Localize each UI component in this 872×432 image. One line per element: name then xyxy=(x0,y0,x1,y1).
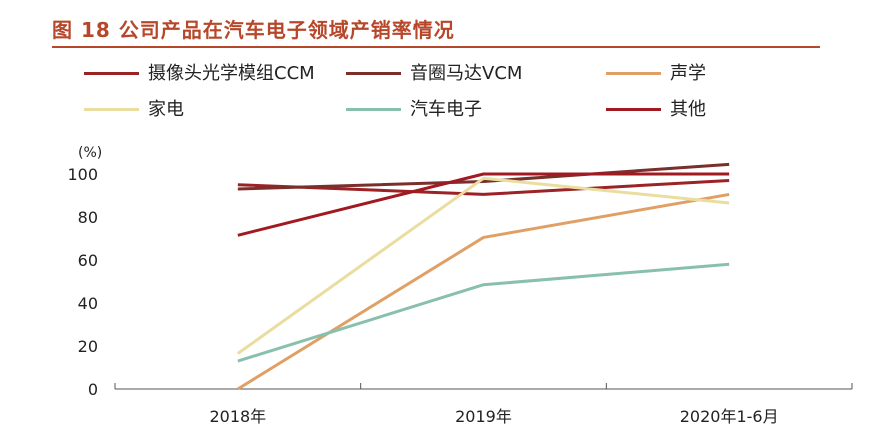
legend-label-other: 其他 xyxy=(670,99,706,120)
legend-label-auto-electronics: 汽车电子 xyxy=(410,99,482,120)
series-line-1 xyxy=(237,162,730,191)
figure-title: 图 18 公司产品在汽车电子领域产销率情况 xyxy=(52,18,455,42)
y-tick-label: 40 xyxy=(78,294,98,313)
y-axis: 0 20 40 60 80 100 xyxy=(67,165,98,399)
y-tick-label: 0 xyxy=(88,380,98,399)
legend-label-vcm: 音圈马达VCM xyxy=(410,63,523,84)
series-lines xyxy=(236,162,730,391)
series-line-2 xyxy=(237,192,730,391)
y-tick-label: 100 xyxy=(67,165,98,184)
y-tick-label: 60 xyxy=(78,251,98,270)
legend-label-acoustic: 声学 xyxy=(670,63,706,84)
y-tick-label: 20 xyxy=(78,337,98,356)
y-tick-label: 80 xyxy=(78,208,98,227)
legend-swatch-appliance xyxy=(84,108,139,111)
legend-label-appliance: 家电 xyxy=(148,99,184,120)
series-line-4 xyxy=(237,262,730,363)
legend-swatch-vcm xyxy=(346,72,401,75)
title-divider xyxy=(52,46,820,48)
x-tick-label: 2020年1-6月 xyxy=(680,407,779,426)
y-unit-label: (%) xyxy=(78,145,102,161)
x-tick-label: 2019年 xyxy=(455,407,512,426)
series-line-5 xyxy=(237,172,730,237)
legend-swatch-acoustic xyxy=(606,72,661,75)
legend-swatch-other xyxy=(606,108,661,111)
x-tick-label: 2018年 xyxy=(209,407,266,426)
series-line-3 xyxy=(236,176,730,355)
legend-label-ccm: 摄像头光学模组CCM xyxy=(148,63,315,84)
legend-swatch-ccm xyxy=(84,72,139,75)
legend-swatch-auto-electronics xyxy=(346,108,401,111)
x-axis: 2018年 2019年 2020年1-6月 xyxy=(114,383,853,426)
